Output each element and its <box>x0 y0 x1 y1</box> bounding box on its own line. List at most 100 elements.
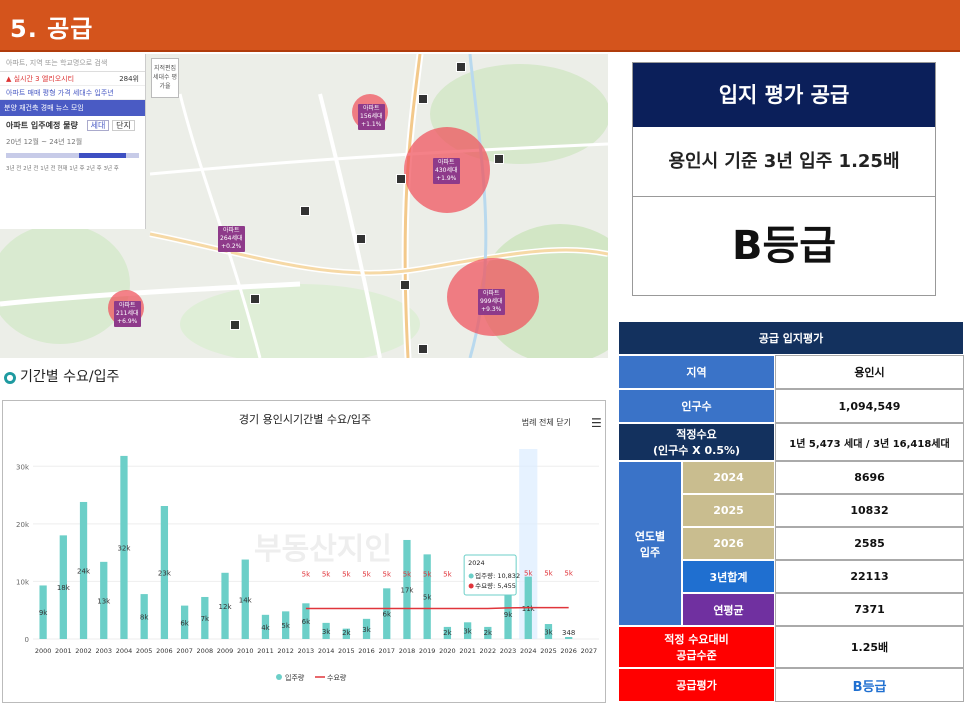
bar-supply <box>39 585 47 639</box>
map-view[interactable]: 아파트, 지역 또는 학교명으로 검색 ▲ 실시간 3 엘리오시티 284위 아… <box>0 54 608 358</box>
x-tick-label: 2003 <box>95 647 112 655</box>
bar-supply <box>79 501 88 639</box>
bar-data-label: 5k <box>423 594 432 602</box>
x-tick-label: 2010 <box>237 647 254 655</box>
row-value: 1,094,549 <box>775 389 964 423</box>
menu-icon: ☰ <box>591 416 602 430</box>
bar-supply <box>120 455 128 639</box>
row-label: 지역 <box>618 355 775 389</box>
bar-supply <box>100 561 108 639</box>
filter-tabs[interactable]: 아파트 매매 평형 가격 세대수 입주년 <box>0 86 145 100</box>
chart-caption: ● 기간별 수요/입주 <box>4 366 119 386</box>
realtime-count: 284위 <box>119 75 139 83</box>
x-tick-label: 2021 <box>459 647 476 655</box>
eval-title: 입지 평가 공급 <box>633 63 935 127</box>
bar-data-label: 6k <box>382 611 391 619</box>
layer-title: 아파트 입주예정 물량 세대 단지 <box>0 116 145 135</box>
row-value: 1년 5,473 세대 / 3년 16,418세대 <box>775 423 964 461</box>
demand-data-label: 5k <box>322 570 331 578</box>
yearly-label: 연평균 <box>682 593 775 626</box>
date-range: 20년 12월 ~ 24년 12월 <box>6 138 83 146</box>
bar-data-label: 14k <box>239 596 253 604</box>
realtime-text: ▲ 실시간 3 엘리오시티 <box>6 75 75 83</box>
ratio-value: 1.25배 <box>775 626 964 668</box>
bar-data-label: 32k <box>117 544 131 552</box>
bar-data-label: 12k <box>219 603 233 611</box>
bar-supply <box>160 506 169 639</box>
map-pin[interactable] <box>300 206 310 216</box>
bar-supply <box>403 539 411 639</box>
bar-supply <box>180 605 189 639</box>
yearly-value: 8696 <box>775 461 964 494</box>
realtime-row[interactable]: ▲ 실시간 3 엘리오시티 284위 <box>0 72 145 86</box>
map-side-panel: 아파트, 지역 또는 학교명으로 검색 ▲ 실시간 3 엘리오시티 284위 아… <box>0 54 146 229</box>
chart-icon: ● <box>4 372 16 384</box>
map-pin[interactable] <box>230 320 240 330</box>
bar-supply <box>59 535 67 639</box>
bar-supply <box>544 624 553 639</box>
layer-button-households[interactable]: 세대 <box>86 120 110 131</box>
bubble-label: 아파트 156세대 +1.1% <box>358 104 385 130</box>
table-row: 3년합계 22113 <box>618 560 964 593</box>
x-tick-label: 2026 <box>560 647 577 655</box>
bar-supply <box>484 626 492 639</box>
x-tick-label: 2018 <box>399 647 416 655</box>
bar-data-label: 3k <box>362 626 371 634</box>
bar-data-label: 2k <box>484 629 493 637</box>
bar-data-label: 3k <box>322 628 331 636</box>
demand-data-label: 5k <box>423 570 432 578</box>
x-tick-label: 2024 <box>520 647 537 655</box>
demand-data-label: 5k <box>382 570 391 578</box>
bubble-label: 아파트 999세대 +9.3% <box>478 289 505 315</box>
map-pin[interactable] <box>396 174 406 184</box>
x-tick-label: 2013 <box>298 647 315 655</box>
bar-data-label: 13k <box>97 597 111 605</box>
bar-supply <box>261 614 270 639</box>
chart-canvas: 경기 용인시기간별 수요/입주 범례 전체 닫기 ☰ 부동산지인 0 10k 20k 30k 9… <box>16 413 602 682</box>
map-search-input[interactable]: 아파트, 지역 또는 학교명으로 검색 <box>0 54 145 72</box>
map-nav-bar[interactable]: 분양 재건축 경매 뉴스 모임 <box>0 100 145 116</box>
map-pin[interactable] <box>494 154 504 164</box>
bar-data-label: 348 <box>562 629 575 637</box>
time-slider[interactable] <box>6 153 139 158</box>
map-pin[interactable] <box>250 294 260 304</box>
x-tick-label: 2005 <box>136 647 153 655</box>
x-tick-label: 2002 <box>75 647 92 655</box>
table-row: 2024 8696 <box>618 461 964 494</box>
bubble-label: 아파트 264세대 +0.2% <box>218 226 245 252</box>
map-pin[interactable] <box>456 62 466 72</box>
table-row: 인구수 1,094,549 <box>618 389 964 423</box>
x-tick-label: 2006 <box>156 647 173 655</box>
yearly-value: 10832 <box>775 494 964 527</box>
bar-data-label: 7k <box>201 615 210 623</box>
map-pin[interactable] <box>418 344 428 354</box>
bar-supply <box>423 554 431 639</box>
bar-supply <box>565 636 573 639</box>
bar-supply <box>342 628 350 639</box>
map-control-panel[interactable]: 지적편집 세대수 평가율 <box>151 58 179 98</box>
x-tick-label: 2019 <box>419 647 436 655</box>
x-tick-label: 2011 <box>257 647 274 655</box>
yearly-value: 22113 <box>775 560 964 593</box>
bar-supply <box>322 622 330 639</box>
map-pin[interactable] <box>418 94 428 104</box>
bar-data-label: 24k <box>77 567 91 575</box>
bar-data-label: 3k <box>463 628 472 636</box>
x-tick-label: 2004 <box>116 647 133 655</box>
watermark: 부동산지인 <box>254 532 392 567</box>
bar-data-label: 18k <box>57 584 71 592</box>
bar-supply <box>383 588 391 639</box>
section-header: 5. 공급 <box>0 0 960 52</box>
bar-data-label: 23k <box>158 570 172 578</box>
map-pin[interactable] <box>400 280 410 290</box>
layer-button-complex[interactable]: 단지 <box>112 120 135 131</box>
bar-data-label: 17k <box>400 586 414 594</box>
map-pin[interactable] <box>356 234 366 244</box>
bubble-label: 아파트 211세대 +6.9% <box>114 301 141 327</box>
x-tick-label: 2008 <box>197 647 214 655</box>
x-tick-label: 2022 <box>480 647 497 655</box>
demand-data-label: 5k <box>524 570 533 578</box>
x-tick-label: 2007 <box>176 647 193 655</box>
bubble-label: 아파트 430세대 +1.9% <box>433 158 460 184</box>
highlight-band <box>519 449 538 639</box>
